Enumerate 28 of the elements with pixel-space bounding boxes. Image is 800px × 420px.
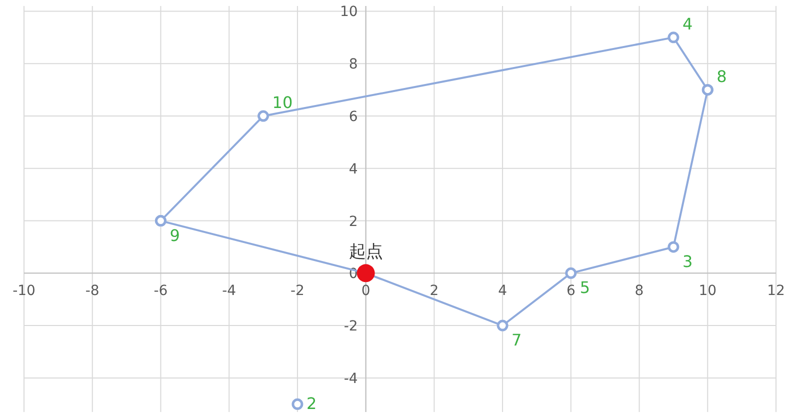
x-tick-label: 10 — [698, 283, 717, 300]
y-tick-label: -2 — [344, 318, 358, 335]
y-tick-label: 4 — [348, 161, 358, 178]
y-tick-label: 10 — [340, 4, 358, 20]
x-tick-label: 0 — [361, 283, 370, 300]
x-tick-label: -4 — [222, 283, 236, 300]
x-tick-label: 6 — [566, 283, 576, 300]
annotation: 5 — [580, 278, 590, 298]
y-tick-label: 8 — [348, 56, 358, 73]
x-tick-label: 12 — [767, 283, 785, 300]
x-tick-label: 4 — [498, 283, 508, 300]
series-label: 起点 — [348, 242, 383, 262]
y-tick-label: 2 — [348, 214, 358, 230]
annotation: 9 — [170, 226, 180, 245]
x-tick-label: -8 — [85, 283, 100, 300]
y-tick-label: 6 — [348, 109, 358, 126]
y-tick-label: -4 — [344, 370, 358, 387]
x-tick-label: -6 — [154, 283, 168, 300]
x-tick-label: 2 — [430, 283, 439, 300]
annotation: 10 — [272, 93, 293, 112]
x-tick-label: -10 — [12, 283, 36, 300]
annotation: 7 — [512, 330, 522, 350]
x-tick-label: 8 — [634, 283, 644, 300]
annotation: 2 — [306, 394, 317, 414]
annotation: 8 — [716, 66, 727, 86]
annotation: 4 — [682, 14, 693, 34]
annotation: 3 — [682, 252, 693, 271]
x-tick-label: -2 — [290, 283, 304, 300]
